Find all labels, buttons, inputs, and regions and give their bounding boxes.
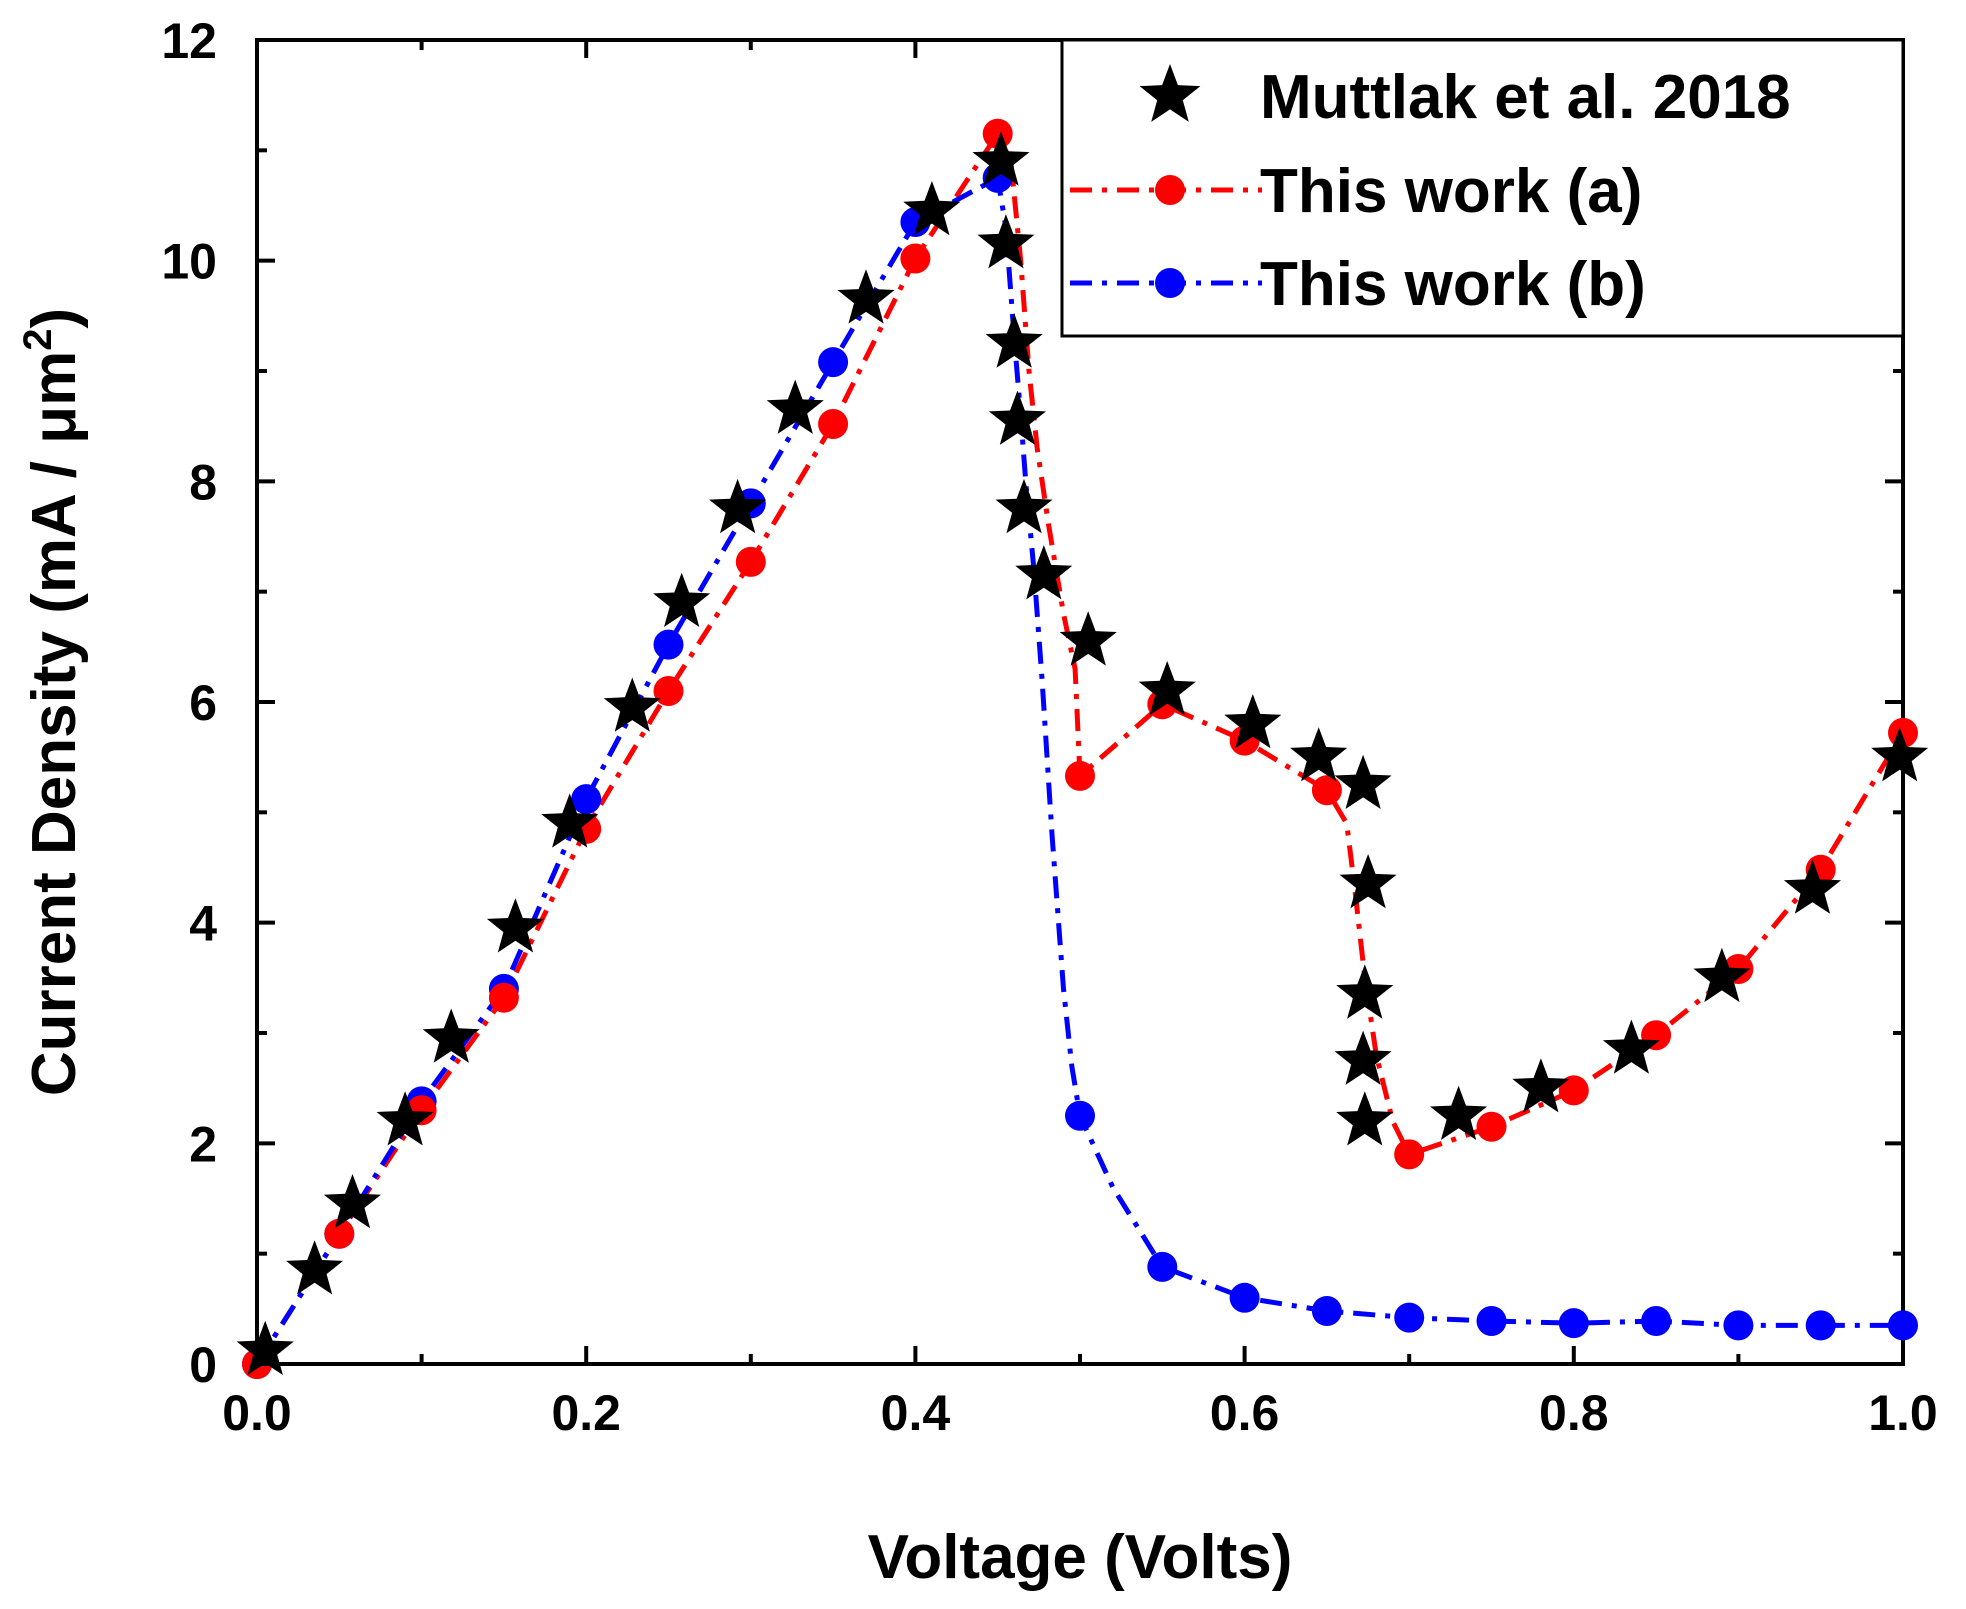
legend-label: This work (a) <box>1260 157 1642 226</box>
tick-labels: 0.0 0.2 0.4 0.6 0.8 1.0 0 2 4 6 8 10 12 <box>161 13 1937 1441</box>
data-point <box>1723 1310 1754 1341</box>
series-line <box>254 128 1906 1366</box>
data-point <box>972 131 1030 186</box>
data-point <box>1147 1251 1178 1282</box>
data-point <box>818 408 849 439</box>
data-point <box>1602 1019 1660 1074</box>
data-point <box>323 1174 381 1229</box>
y-axis-title: Current Density (mA / μm2) <box>16 308 89 1096</box>
data-point <box>1065 1100 1095 1131</box>
y-axis-title-suffix: ) <box>20 308 89 329</box>
data-point <box>1334 754 1392 809</box>
data-point <box>1311 1296 1342 1327</box>
data-point <box>1430 1085 1488 1140</box>
y-tick-label: 0 <box>189 1337 217 1393</box>
x-tick-label: 0.4 <box>881 1385 951 1441</box>
data-point <box>1476 1111 1507 1142</box>
x-tick-label: 0.2 <box>551 1385 621 1441</box>
legend-label: Muttlak et al. 2018 <box>1260 63 1791 132</box>
data-point <box>1138 661 1196 716</box>
data-point <box>982 118 1013 149</box>
data-point <box>1476 1305 1507 1336</box>
legend-label: This work (b) <box>1260 250 1646 319</box>
y-tick-label: 10 <box>161 234 217 290</box>
data-point <box>571 784 602 815</box>
y-tick-label: 2 <box>189 1116 217 1172</box>
data-point <box>236 1320 294 1375</box>
plot-area <box>236 38 1929 1379</box>
series-markers <box>236 118 1929 1379</box>
data-point <box>766 379 824 434</box>
legend-marker <box>1155 175 1185 205</box>
data-point <box>1512 1058 1570 1113</box>
legend: Muttlak et al. 2018 This work (a) This wor… <box>1060 38 1905 338</box>
y-tick-label: 4 <box>189 896 217 952</box>
data-point <box>488 982 519 1013</box>
data-point <box>1311 775 1342 806</box>
data-point <box>1336 1091 1394 1146</box>
data-point <box>1805 1310 1836 1341</box>
data-point <box>541 793 599 848</box>
data-point <box>1693 947 1751 1003</box>
data-point <box>1558 1308 1589 1339</box>
data-point <box>1059 611 1117 666</box>
data-point <box>995 478 1053 534</box>
data-point <box>324 1218 355 1249</box>
data-point <box>286 1240 344 1295</box>
data-point <box>603 677 661 732</box>
data-point <box>1015 545 1073 600</box>
data-point <box>1339 854 1397 909</box>
data-point <box>709 478 767 534</box>
data-point <box>1783 859 1841 914</box>
data-point <box>1394 1139 1425 1170</box>
data-point <box>486 898 544 953</box>
x-tick-label: 0.6 <box>1210 1385 1280 1441</box>
x-tick-label: 0.0 <box>222 1385 292 1441</box>
data-point <box>900 243 931 274</box>
data-point <box>1641 1305 1672 1336</box>
data-point <box>653 675 684 706</box>
x-tick-label: 1.0 <box>1868 1385 1938 1441</box>
data-point <box>1229 1282 1260 1313</box>
data-point <box>903 181 961 236</box>
y-tick-label: 8 <box>189 454 217 510</box>
data-point <box>988 390 1046 445</box>
legend-marker <box>1139 64 1201 122</box>
data-point <box>1224 694 1282 749</box>
y-tick-label: 12 <box>161 13 217 69</box>
data-point <box>1334 1030 1392 1085</box>
data-point <box>1888 1310 1918 1341</box>
data-point <box>1394 1302 1425 1333</box>
x-tick-label: 0.8 <box>1539 1385 1609 1441</box>
data-point <box>422 1008 480 1063</box>
data-point <box>977 214 1035 269</box>
data-point <box>1336 964 1394 1019</box>
data-point <box>376 1091 434 1146</box>
data-point <box>1065 760 1095 791</box>
data-point <box>985 313 1043 368</box>
x-axis-title: Voltage (Volts) <box>868 1523 1293 1592</box>
data-point <box>837 269 895 324</box>
y-axis-title-superscript: 2 <box>16 329 60 351</box>
data-point <box>1290 727 1348 782</box>
data-point <box>818 347 849 378</box>
y-tick-label: 6 <box>189 675 217 731</box>
legend-marker <box>1155 268 1185 298</box>
data-point <box>653 572 711 627</box>
y-axis-title-main: Current Density (mA / μm <box>20 351 89 1096</box>
data-point <box>735 546 766 577</box>
data-point <box>1558 1075 1589 1106</box>
data-point <box>653 629 684 660</box>
legend-box <box>1060 38 1905 338</box>
data-point <box>1871 727 1929 782</box>
